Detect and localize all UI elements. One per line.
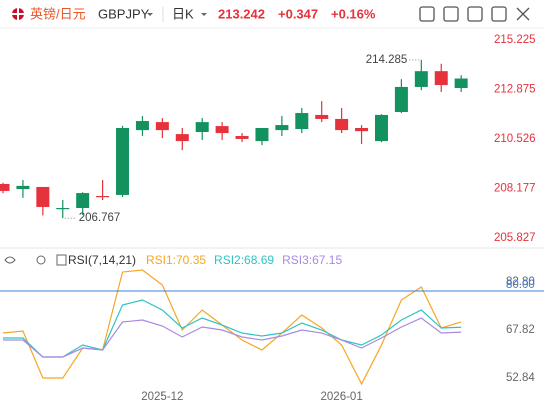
legend-entry: RSI3:67.15 <box>282 253 342 267</box>
symbol[interactable]: GBPJPY <box>98 6 150 21</box>
candle-body <box>394 86 408 112</box>
dropdown-arrow[interactable] <box>201 13 207 16</box>
settings-icon[interactable] <box>36 255 46 265</box>
y-tick-label: 212.875 <box>494 84 536 96</box>
price-panel <box>0 59 468 219</box>
candle-body <box>454 78 468 88</box>
y-tick-label: 215.225 <box>494 34 536 46</box>
price: 213.242 <box>218 6 265 21</box>
candle-body <box>215 126 229 134</box>
candle-body <box>56 208 70 210</box>
candle-body <box>335 118 349 131</box>
y-tick-label: 208.177 <box>494 183 536 195</box>
candle-body <box>0 184 10 191</box>
x-tick-label: 2025-12 <box>141 391 183 403</box>
y-tick-label: 205.827 <box>494 232 536 244</box>
candle-body <box>235 136 249 139</box>
legend-entry: RSI1:70.35 <box>146 253 206 267</box>
high-label: 214.285 <box>366 54 408 66</box>
rsi-line <box>3 317 462 358</box>
candle-body <box>255 128 269 142</box>
tool-icon[interactable] <box>491 6 507 22</box>
close-icon[interactable] <box>516 7 530 21</box>
flag-cross <box>12 8 24 20</box>
dropdown-arrow[interactable] <box>147 13 153 16</box>
copy-icon[interactable] <box>56 254 67 266</box>
change: +0.347 <box>278 6 318 21</box>
candle-body <box>295 113 309 130</box>
tool-icon[interactable] <box>467 6 483 22</box>
candle-body <box>76 193 90 208</box>
reference-label: 80.00 <box>506 279 535 291</box>
x-tick-label: 2026-01 <box>321 391 363 403</box>
y-tick-label: 82.80 <box>506 276 535 288</box>
y-tick-label: 210.526 <box>494 133 536 145</box>
candle-body <box>374 114 388 142</box>
candle-body <box>155 122 169 131</box>
tool-icon[interactable] <box>419 6 435 22</box>
candle-body <box>434 71 448 86</box>
legend-entry: RSI2:68.69 <box>214 253 274 267</box>
candle-body <box>315 114 329 119</box>
candle-body <box>355 128 369 132</box>
y-tick-label: 52.84 <box>506 372 535 384</box>
candle-body <box>116 128 130 195</box>
rsi-line <box>3 299 462 358</box>
rsi-panel <box>2 269 462 386</box>
change-pct: +0.16% <box>331 6 376 21</box>
candle-body <box>275 125 289 131</box>
candle-body <box>195 122 209 132</box>
candle-body <box>16 185 30 190</box>
period[interactable]: 日K <box>172 6 194 21</box>
rsi-line <box>2 269 462 386</box>
tool-icon[interactable] <box>443 6 459 22</box>
candle-body <box>414 71 428 87</box>
candle-body <box>135 121 149 131</box>
candle-body <box>96 196 110 198</box>
candle-body <box>36 186 50 207</box>
indicator-name: RSI(7,14,21) <box>68 253 136 267</box>
pair-name: 英镑/日元 <box>30 6 86 21</box>
eye-icon[interactable] <box>4 256 16 264</box>
low-label: 206.767 <box>79 212 121 224</box>
y-tick-label: 67.82 <box>506 324 535 336</box>
candle-body <box>175 134 189 142</box>
